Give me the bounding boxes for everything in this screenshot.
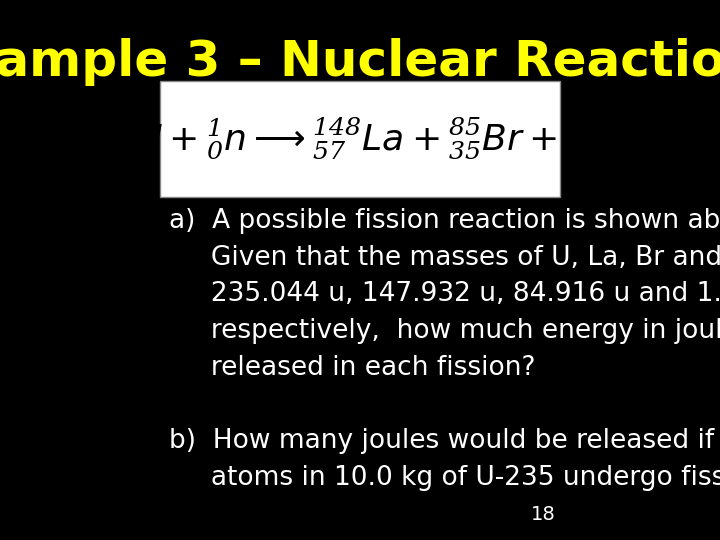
Text: released in each fission?: released in each fission?	[168, 355, 535, 381]
FancyBboxPatch shape	[160, 81, 560, 197]
Text: Given that the masses of U, La, Br and n are: Given that the masses of U, La, Br and n…	[168, 245, 720, 271]
Text: Example 3 – Nuclear Reactions: Example 3 – Nuclear Reactions	[0, 38, 720, 86]
Text: 235.044 u, 147.932 u, 84.916 u and 1.009 u: 235.044 u, 147.932 u, 84.916 u and 1.009…	[168, 281, 720, 307]
Text: a)  A possible fission reaction is shown above.: a) A possible fission reaction is shown …	[168, 208, 720, 234]
Text: 18: 18	[531, 505, 556, 524]
Text: b)  How many joules would be released if all the: b) How many joules would be released if …	[168, 428, 720, 454]
Text: $\mathregular{^{235}_{92}}U + \mathregular{^{1}_{0}}n \longrightarrow \mathregul: $\mathregular{^{235}_{92}}U + \mathregul…	[86, 115, 634, 160]
Text: atoms in 10.0 kg of U-235 undergo fission?: atoms in 10.0 kg of U-235 undergo fissio…	[168, 465, 720, 491]
Text: respectively,  how much energy in joules is: respectively, how much energy in joules …	[168, 318, 720, 344]
